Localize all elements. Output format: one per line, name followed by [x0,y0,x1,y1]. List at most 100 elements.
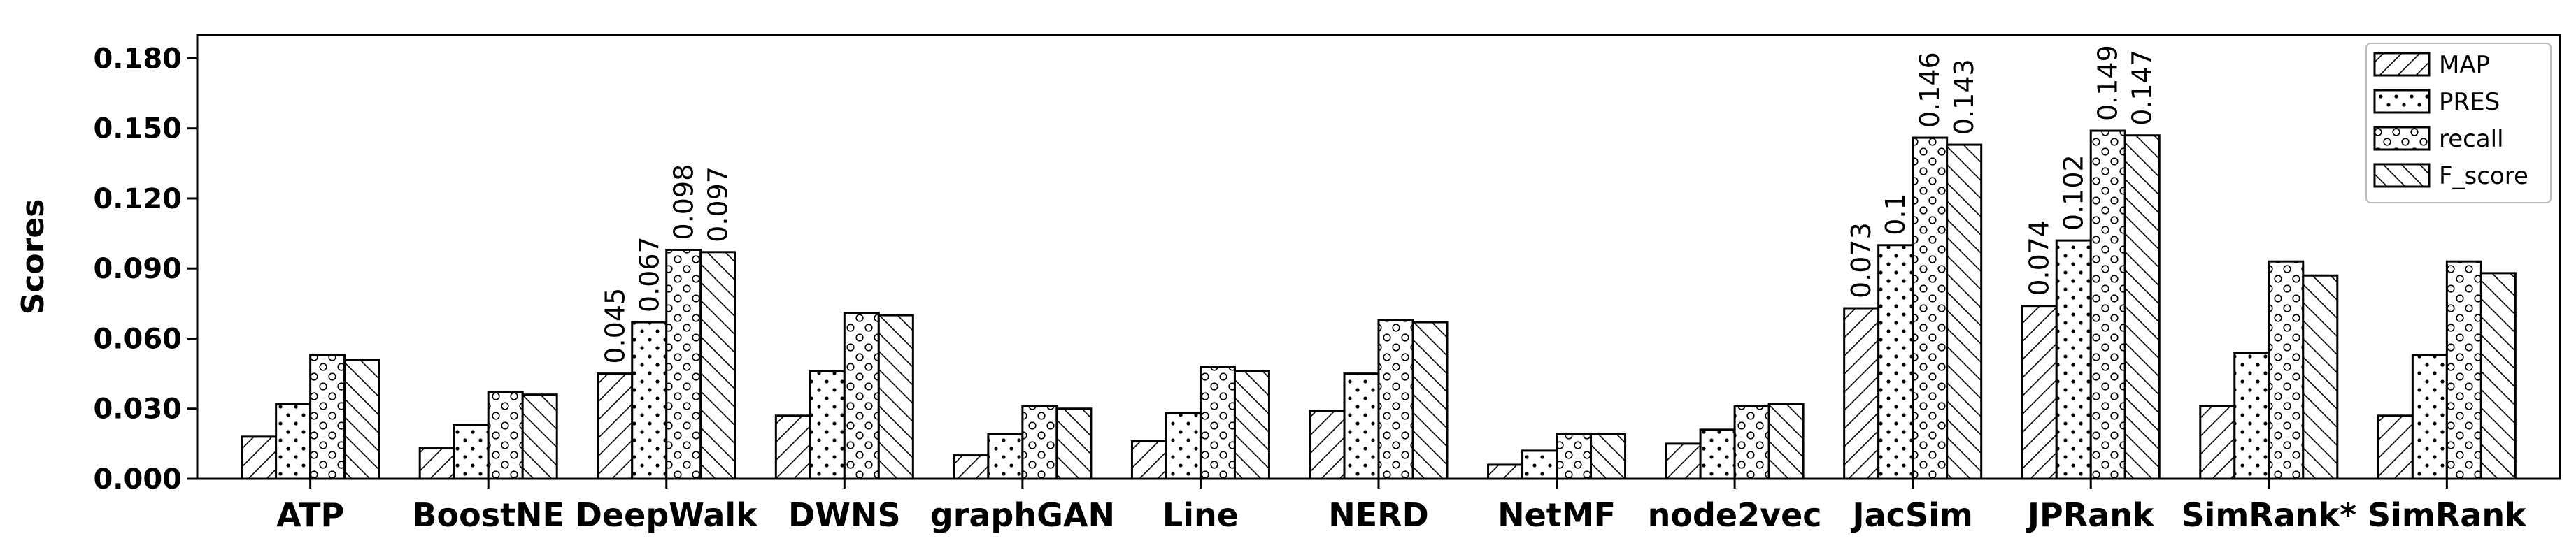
bar-pres [809,370,846,480]
data-label: 0.1 [1880,193,1911,235]
y-tick-label: 0.180 [93,43,182,75]
legend: MAP PRES recall F_score [2365,43,2552,203]
x-tick-label: DWNS [788,496,901,534]
data-label: 0.102 [2058,154,2089,231]
legend-label: recall [2439,125,2504,153]
bar-pres [1699,428,1736,480]
legend-box [2365,43,2552,203]
bar-recall [2268,260,2305,480]
y-axis-label: Scores [15,199,51,315]
y-axis: 0.000 0.030 0.060 0.090 0.120 0.150 0.180 [93,43,197,495]
bar-recall [1021,405,1058,480]
bar-recall [843,312,880,480]
bar-map [1843,307,1880,480]
data-label: 0.149 [2093,45,2123,121]
bar-map [2021,305,2058,480]
bar-map [1665,442,1702,480]
bar-recall [1377,319,1414,480]
bar-pres [631,321,668,480]
x-tick-label: JacSim [1851,496,1973,534]
x-tick-label: ATP [276,496,344,534]
data-label: 0.073 [1846,222,1877,298]
bar-recall [1556,433,1593,480]
bar-pres [1343,372,1380,480]
bar-pres [2055,239,2092,480]
bar-map [597,372,634,480]
bar-pres [275,403,312,480]
plot-frame [196,34,2561,480]
legend-swatch [2373,163,2431,188]
bar-map [953,454,990,480]
x-tick-label: DeepWalk [576,496,758,534]
bar-map [1309,410,1346,480]
x-tick-label: NetMF [1497,496,1616,534]
legend-label: MAP [2439,51,2490,79]
bar-f-score [877,314,914,480]
data-label: 0.097 [702,166,733,243]
bar-recall [1733,405,1770,480]
bar-map [1130,440,1167,480]
bar-recall [1912,136,1949,480]
legend-swatch [2373,126,2431,151]
x-tick-label: JPRank [2026,496,2155,534]
bar-pres [453,424,490,480]
bar-map [1487,463,1524,480]
y-tick-label: 0.060 [93,323,182,355]
data-label: 0.074 [2024,220,2055,296]
bar-f-score [2302,274,2339,480]
bar-recall [1199,366,1236,480]
x-tick-label: SimRank [2368,496,2527,534]
bar-map [2199,405,2236,480]
bar-recall [665,248,702,480]
bar-f-score [1590,433,1627,480]
legend-label: F_score [2439,162,2528,190]
data-label: 0.098 [668,164,699,240]
y-tick-label: 0.000 [93,463,182,495]
x-tick-label: Line [1162,496,1239,534]
bar-recall [487,391,524,480]
data-label: 0.146 [1914,52,1945,128]
y-tick-label: 0.120 [93,183,182,215]
bar-pres [2411,354,2448,480]
x-tick-label: NERD [1328,496,1429,534]
legend-swatch [2373,52,2431,77]
bar-recall [2445,260,2482,480]
bar-f-score [1946,143,1983,480]
bar-pres [2233,352,2270,480]
bar-map [774,414,811,480]
bar-f-score [1055,407,1093,480]
bar-pres [1877,244,1914,480]
x-tick-label: graphGAN [930,496,1115,534]
legend-swatch [2373,89,2431,114]
bar-f-score [2123,134,2161,480]
bar-pres [987,433,1024,480]
bar-f-score [1233,370,1270,480]
y-tick-label: 0.030 [93,393,182,426]
data-label: 0.143 [1949,59,1979,135]
legend-label: PRES [2439,88,2500,116]
x-tick-label: node2vec [1648,496,1822,534]
data-label: 0.045 [599,288,630,364]
y-tick-label: 0.090 [93,253,182,285]
bar-recall [309,354,346,480]
bar-f-score [521,393,558,480]
bar-f-score [1411,321,1449,480]
bar-pres [1521,449,1558,480]
bar-recall [2089,129,2126,480]
y-tick-label: 0.150 [93,113,182,145]
bar-map [418,447,455,480]
bar-f-score [1767,403,1805,480]
bar-pres [1165,412,1202,480]
bars [241,129,2517,480]
bar-f-score [2479,272,2517,480]
x-tick-label: BoostNE [412,496,564,534]
x-tick-label: SimRank* [2181,496,2356,534]
bar-map [241,435,278,480]
data-label: 0.067 [634,236,664,312]
bar-f-score [343,359,380,480]
bar-map [2377,414,2414,480]
data-label: 0.147 [2127,50,2158,126]
x-axis: ATP BoostNE DeepWalk DWNS graphGAN Line NERD Ne… [276,479,2527,534]
